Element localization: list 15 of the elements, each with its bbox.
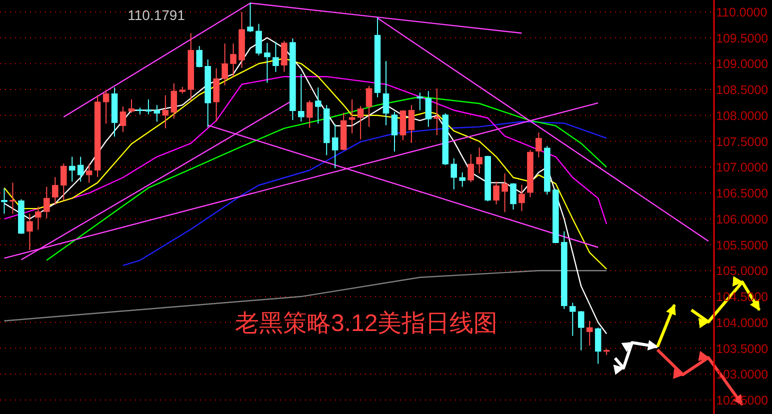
y-tick-label: 105.5000 [716, 238, 768, 252]
y-tick-label: 107.5000 [716, 134, 768, 149]
y-tick-label: 106.5000 [716, 186, 768, 201]
y-tick-label: 109.0000 [716, 57, 768, 72]
text: 老黑策略3.12美指日线图 [235, 310, 498, 337]
y-tick-label: 110.0000 [716, 5, 768, 20]
y-tick-label: 103.5000 [716, 342, 768, 356]
y-tick-label: 107.0000 [716, 160, 768, 175]
y-tick-label: 104.0000 [716, 316, 768, 330]
annotation: 110.1791 [128, 7, 186, 23]
y-tick-label: 109.5000 [716, 31, 768, 46]
y-tick-label: 105.0000 [716, 264, 768, 278]
y-tick-label: 106.0000 [716, 212, 768, 226]
y-tick-label: 108.0000 [716, 108, 768, 123]
y-tick-label: 108.5000 [716, 83, 768, 98]
